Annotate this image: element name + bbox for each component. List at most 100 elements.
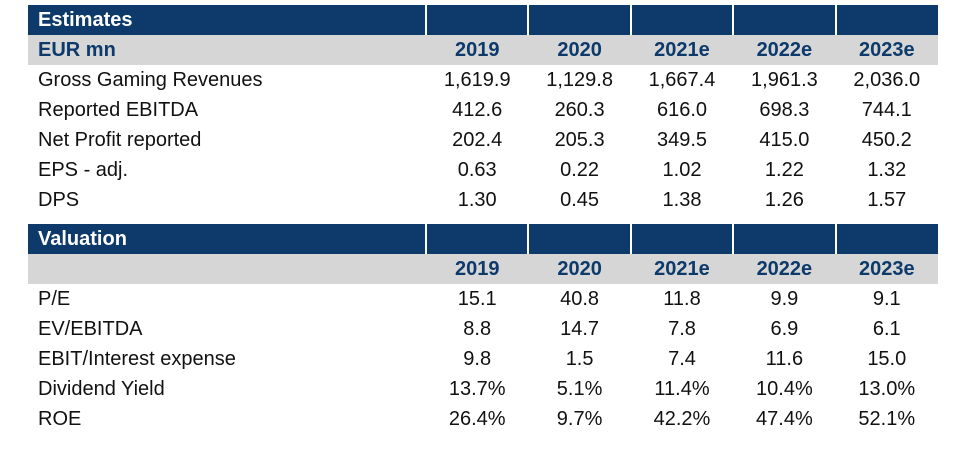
value-cell: 0.22 [560, 159, 600, 181]
value-cell: 260.3 [554, 99, 605, 121]
value-cell: 11.4% [654, 378, 710, 400]
valuation-header-label [28, 254, 427, 284]
value-cell: 1,961.3 [751, 69, 818, 91]
value-cell: 0.63 [457, 159, 497, 181]
valuation-title-row: Valuation [28, 224, 938, 254]
value-cell: 349.5 [656, 129, 708, 151]
table-row: EV/EBITDA 8.8 14.7 7.8 6.9 6.1 [28, 314, 938, 344]
estimates-table: Estimates EUR mn 2019 2020 2021e 2022e 2… [28, 5, 938, 215]
year-header: 2023e [835, 35, 938, 65]
table-row: Gross Gaming Revenues 1,619.9 1,129.8 1,… [28, 65, 938, 95]
value-cell: 744.1 [861, 99, 912, 121]
value-cell: 5.1% [556, 378, 603, 400]
table-row: EPS - adj. 0.63 0.22 1.02 1.22 1.32 [28, 155, 938, 185]
row-label: Gross Gaming Revenues [38, 69, 263, 91]
year-header: 2020 [528, 254, 631, 284]
value-cell: 450.2 [861, 129, 912, 151]
value-cell: 415.0 [759, 129, 810, 151]
title-cell [630, 224, 735, 254]
value-cell: 1.22 [764, 159, 804, 181]
row-label: Dividend Yield [38, 378, 165, 400]
row-label: P/E [38, 288, 71, 310]
value-cell: 47.4% [756, 408, 813, 430]
currency-label: EUR mn [28, 35, 427, 65]
value-cell: 412.6 [452, 99, 503, 121]
value-cell: 1.02 [662, 159, 702, 181]
value-cell: 13.7% [448, 378, 506, 400]
value-cell: 1.57 [867, 189, 907, 211]
year-header: 2021e [630, 254, 734, 284]
table-row: Dividend Yield 13.7% 5.1% 11.4% 10.4% 13… [28, 374, 938, 404]
year-header: 2022e [733, 35, 836, 65]
value-cell: 1,619.9 [443, 69, 511, 91]
value-cell: 8.8 [463, 318, 492, 340]
row-label: Reported EBITDA [38, 99, 199, 121]
value-cell: 2,036.0 [853, 69, 921, 91]
value-cell: 9.1 [872, 288, 901, 310]
title-cell [528, 224, 632, 254]
table-row: Reported EBITDA 412.6 260.3 616.0 698.3 … [28, 95, 938, 125]
value-cell: 52.1% [858, 408, 916, 430]
year-header: 2023e [835, 254, 938, 284]
value-cell: 15.1 [457, 288, 497, 310]
value-cell: 1.38 [662, 189, 702, 211]
value-cell: 9.9 [770, 288, 799, 310]
valuation-header-row: 2019 2020 2021e 2022e 2023e [28, 254, 938, 284]
value-cell: 1.30 [457, 189, 497, 211]
row-label: DPS [38, 189, 80, 211]
value-cell: 42.2% [653, 408, 711, 430]
value-cell: 698.3 [759, 99, 810, 121]
value-cell: 9.8 [463, 348, 492, 370]
value-cell: 15.0 [867, 348, 907, 370]
row-label: ROE [38, 408, 82, 430]
value-cell: 1.26 [764, 189, 804, 211]
value-cell: 1.32 [867, 159, 907, 181]
value-cell: 11.8 [663, 288, 701, 310]
value-cell: 7.8 [668, 318, 696, 340]
title-cell [835, 5, 938, 35]
value-cell: 616.0 [656, 99, 708, 121]
title-cell [426, 5, 530, 35]
value-cell: 26.4% [448, 408, 506, 430]
row-label: EBIT/Interest expense [38, 348, 236, 370]
value-cell: 1.5 [565, 348, 594, 370]
value-cell: 13.0% [858, 378, 916, 400]
year-header: 2020 [528, 35, 631, 65]
year-header: 2019 [426, 254, 529, 284]
year-header: 2022e [733, 254, 836, 284]
value-cell: 1,667.4 [648, 69, 716, 91]
estimates-title-row: Estimates [28, 5, 938, 35]
estimates-header-row: EUR mn 2019 2020 2021e 2022e 2023e [28, 35, 938, 65]
value-cell: 9.7% [556, 408, 603, 430]
value-cell: 40.8 [560, 288, 600, 310]
title-cell [630, 5, 735, 35]
value-cell: 205.3 [554, 129, 605, 151]
valuation-table: Valuation 2019 2020 2021e 2022e 2023e P/… [28, 224, 938, 434]
row-label: EPS - adj. [38, 159, 129, 181]
row-label: Net Profit reported [38, 129, 202, 151]
valuation-title: Valuation [28, 224, 428, 254]
table-row: P/E 15.1 40.8 11.8 9.9 9.1 [28, 284, 938, 314]
year-header: 2021e [630, 35, 734, 65]
value-cell: 1,129.8 [546, 69, 613, 91]
value-cell: 202.4 [452, 129, 503, 151]
table-row: Net Profit reported 202.4 205.3 349.5 41… [28, 125, 938, 155]
value-cell: 11.6 [765, 348, 804, 370]
year-header: 2019 [426, 35, 529, 65]
table-row: ROE 26.4% 9.7% 42.2% 47.4% 52.1% [28, 404, 938, 434]
value-cell: 0.45 [560, 189, 600, 211]
value-cell: 6.9 [770, 318, 799, 340]
title-cell [835, 224, 938, 254]
title-cell [528, 5, 632, 35]
top-border [28, 0, 938, 5]
value-cell: 10.4% [756, 378, 813, 400]
title-cell [733, 224, 837, 254]
value-cell: 7.4 [668, 348, 696, 370]
table-row: EBIT/Interest expense 9.8 1.5 7.4 11.6 1… [28, 344, 938, 374]
estimates-title: Estimates [28, 5, 428, 35]
title-cell [426, 224, 530, 254]
value-cell: 6.1 [872, 318, 901, 340]
row-label: EV/EBITDA [38, 318, 143, 340]
value-cell: 14.7 [560, 318, 600, 340]
